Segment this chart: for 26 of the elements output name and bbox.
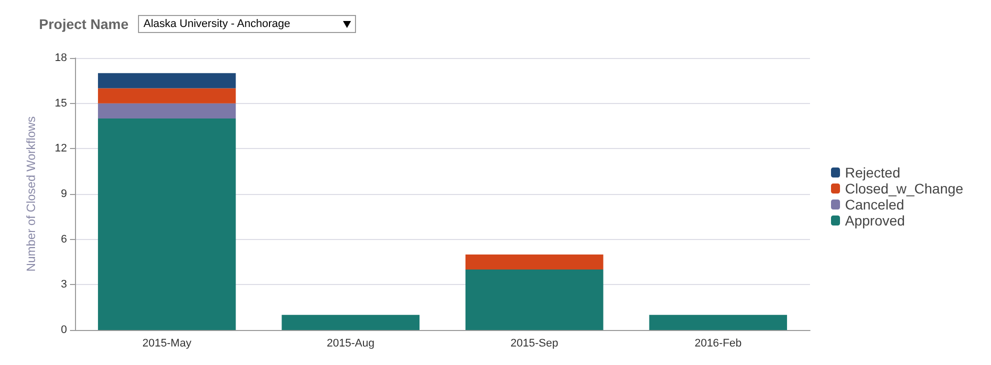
legend-label: Rejected xyxy=(845,164,900,180)
y-tick-label: 18 xyxy=(54,52,67,64)
y-tick-label: 6 xyxy=(60,233,67,246)
bar xyxy=(465,270,604,330)
x-tick-label: 2015-Aug xyxy=(326,338,374,350)
bar xyxy=(465,254,604,270)
y-tick-label: 12 xyxy=(54,142,67,155)
legend-label: Approved xyxy=(845,212,905,228)
x-tick-label: 2015-Sep xyxy=(510,338,558,350)
bar xyxy=(98,73,236,88)
text: Project Name xyxy=(39,16,128,32)
legend-label: Canceled xyxy=(845,196,904,212)
bar xyxy=(98,88,236,104)
bar xyxy=(649,314,788,330)
legend-label: Closed_w_Change xyxy=(845,180,964,196)
bar xyxy=(98,103,236,118)
x-tick-label: 2016-Feb xyxy=(694,338,742,350)
x-tick-label: 2015-May xyxy=(142,338,192,350)
dropdown-field: Alaska University - Anchorage xyxy=(138,15,356,33)
y-tick-label: 9 xyxy=(60,188,67,200)
y-tick-label: 0 xyxy=(60,324,67,336)
bar xyxy=(98,118,236,330)
bar xyxy=(282,314,420,330)
y-tick-label: 15 xyxy=(54,97,67,110)
y-tick-label: 3 xyxy=(60,278,67,291)
y-axis-title: Number of Closed Workflows xyxy=(24,116,38,272)
